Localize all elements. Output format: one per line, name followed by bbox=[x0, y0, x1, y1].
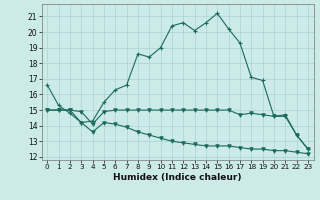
X-axis label: Humidex (Indice chaleur): Humidex (Indice chaleur) bbox=[113, 173, 242, 182]
